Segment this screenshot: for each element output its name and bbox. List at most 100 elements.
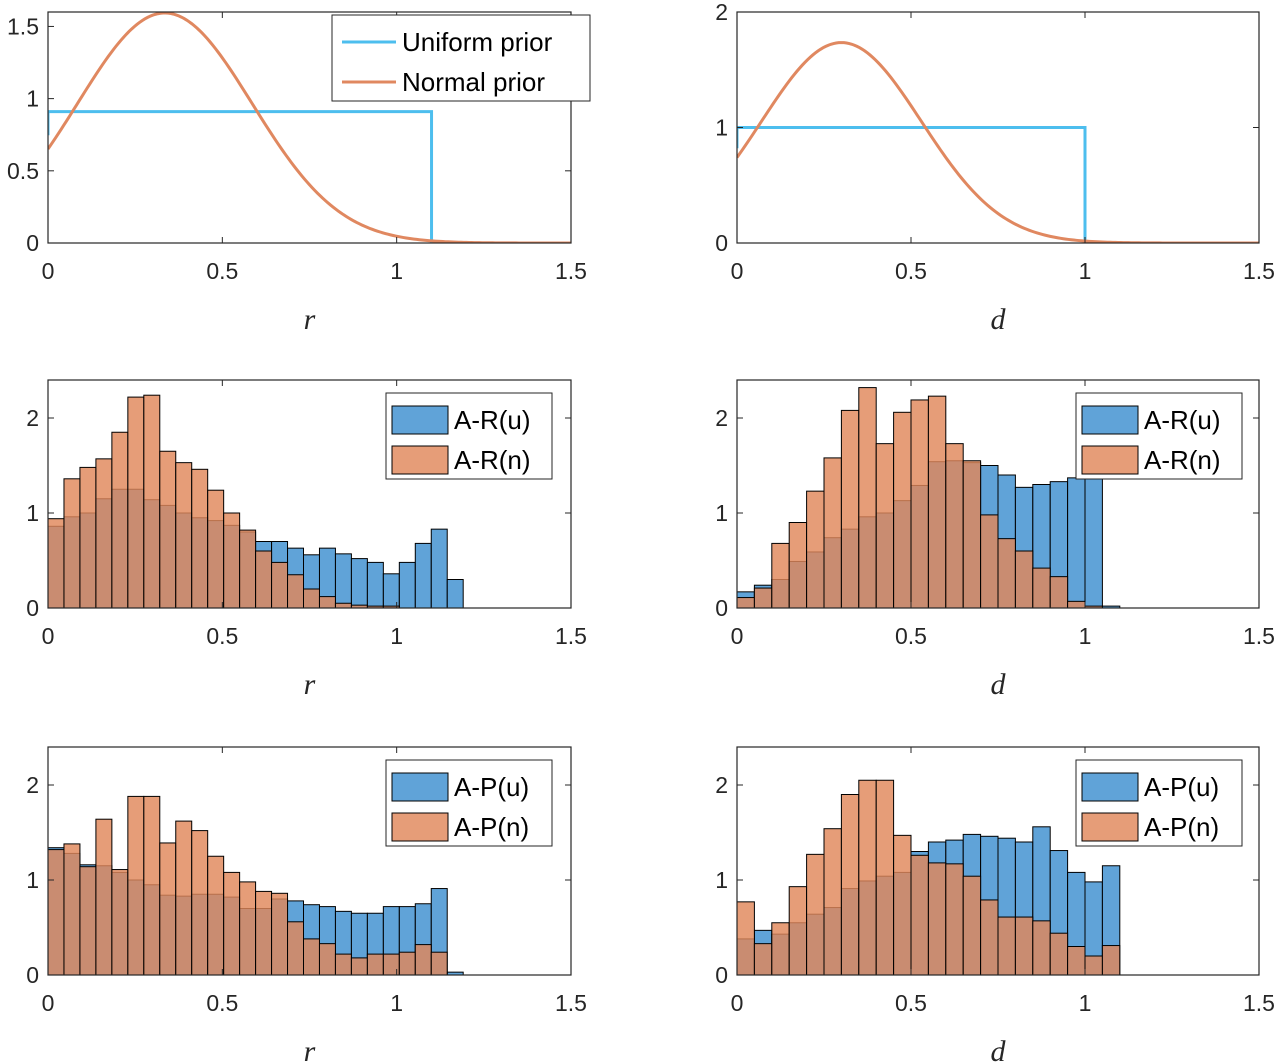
bar-normal-4 (806, 490, 825, 608)
bar-normal-9 (893, 411, 912, 608)
bar-uniform-24 (430, 528, 448, 608)
bar-normal-6 (840, 794, 860, 975)
bar-normal-11 (927, 862, 947, 975)
bar-normal-16 (1014, 550, 1034, 608)
bar-uniform-19 (350, 558, 368, 608)
bar-normal-6 (143, 795, 161, 975)
y-tick-label: 2 (715, 772, 728, 798)
plot-area (48, 394, 464, 608)
x-tick-label: 0 (731, 990, 744, 1016)
chart-hist-ar-d: 0 0.5 1 1.5 0 1 2 d A-R(u) A-R(n) (715, 379, 1275, 701)
bar-normal-5 (823, 828, 842, 975)
x-tick-label: 1.5 (555, 258, 587, 284)
x-axis-label: r (304, 668, 316, 701)
bar-normal-7 (159, 450, 177, 608)
y-tick-label: 0.5 (7, 158, 39, 184)
bar-uniform-23 (414, 542, 432, 608)
bar-normal-9 (191, 830, 209, 975)
bar-normal-18 (1049, 932, 1069, 975)
legend-label: Uniform prior (402, 27, 553, 57)
bar-normal-16 (303, 938, 320, 975)
x-axis-label: r (304, 1035, 316, 1062)
legend-swatch (1081, 772, 1139, 802)
x-tick-label: 0.5 (895, 623, 927, 649)
bar-normal-15 (287, 921, 305, 975)
x-tick-label: 1 (390, 623, 403, 649)
legend-label: A-P(u) (1144, 772, 1219, 802)
bar-normal-8 (875, 443, 895, 608)
bar-normal-17 (318, 596, 336, 608)
bar-normal-0 (48, 849, 65, 975)
bar-normal-5 (127, 396, 145, 608)
legend-label: A-R(n) (454, 445, 531, 475)
legend-swatch (1081, 812, 1139, 842)
bar-normal-22 (398, 951, 416, 975)
axes-box (47, 379, 572, 609)
y-tick-label: 1 (715, 867, 728, 893)
legend-label: A-P(u) (454, 772, 529, 802)
y-tick-label: 0 (26, 230, 39, 256)
legend-swatch (391, 772, 449, 802)
bar-uniform-25 (446, 579, 464, 608)
legend-swatch (391, 405, 449, 435)
bar-normal-16 (303, 588, 320, 608)
bar-normal-7 (159, 842, 177, 975)
bar-normal-21 (1101, 945, 1121, 975)
x-axis-label: r (304, 303, 316, 336)
bar-normal-8 (175, 462, 193, 608)
bar-normal-14 (271, 561, 289, 608)
bar-normal-9 (191, 468, 209, 608)
bar-normal-2 (771, 922, 790, 975)
x-tick-label: 0 (731, 258, 744, 284)
y-tick-label: 0 (715, 962, 728, 988)
x-tick-label: 0 (42, 990, 55, 1016)
bar-normal-10 (910, 854, 929, 975)
x-tick-label: 1 (390, 990, 403, 1016)
x-tick-label: 1.5 (555, 623, 587, 649)
bar-normal-10 (910, 399, 929, 608)
bar-normal-20 (366, 953, 384, 975)
bar-normal-3 (788, 522, 808, 608)
bar-normal-14 (271, 892, 289, 975)
bar-normal-9 (893, 834, 912, 975)
bar-normal-24 (430, 951, 448, 975)
legend: A-R(u) A-R(n) (1075, 392, 1243, 480)
bar-normal-19 (350, 957, 368, 975)
bar-normal-19 (1067, 600, 1086, 608)
bar-normal-2 (79, 866, 97, 975)
x-tick-label: 0 (42, 258, 55, 284)
uniform-prior-line (737, 126, 1259, 243)
legend: A-R(u) A-R(n) (385, 392, 553, 480)
legend-swatch (1081, 445, 1139, 475)
bar-normal-10 (207, 855, 225, 975)
chart-hist-ap-r: 0 0.5 1 1.5 0 1 2 r A-P(u) A-P(n) (26, 746, 587, 1062)
bar-normal-10 (207, 489, 225, 608)
x-axis-label: d (991, 1035, 1007, 1062)
bar-normal-15 (287, 574, 305, 608)
bar-normal-15 (997, 538, 1016, 608)
legend-label: A-R(u) (454, 405, 531, 435)
y-tick-label: 0 (26, 962, 39, 988)
chart-prior-d: 0 0.5 1 1.5 0 1 2 d (715, 0, 1275, 336)
y-tick-label: 2 (26, 772, 39, 798)
bar-normal-3 (95, 458, 113, 608)
y-tick-label: 0 (715, 595, 728, 621)
bar-normal-5 (823, 457, 842, 608)
legend-swatch (391, 812, 449, 842)
legend-swatch (391, 445, 449, 475)
legend-swatch (1081, 405, 1139, 435)
x-tick-label: 0.5 (206, 623, 238, 649)
bar-normal-2 (771, 542, 790, 608)
x-tick-label: 1 (1079, 990, 1092, 1016)
x-tick-label: 1 (1079, 623, 1092, 649)
bar-normal-1 (63, 843, 81, 975)
plot-area (48, 795, 464, 975)
y-tick-label: 1 (715, 115, 728, 141)
bar-uniform-18 (334, 553, 352, 608)
legend-label: A-P(n) (454, 812, 529, 842)
x-tick-label: 0.5 (206, 990, 238, 1016)
bar-normal-12 (239, 881, 257, 975)
x-tick-label: 1 (1079, 258, 1092, 284)
y-tick-label: 1 (715, 500, 728, 526)
